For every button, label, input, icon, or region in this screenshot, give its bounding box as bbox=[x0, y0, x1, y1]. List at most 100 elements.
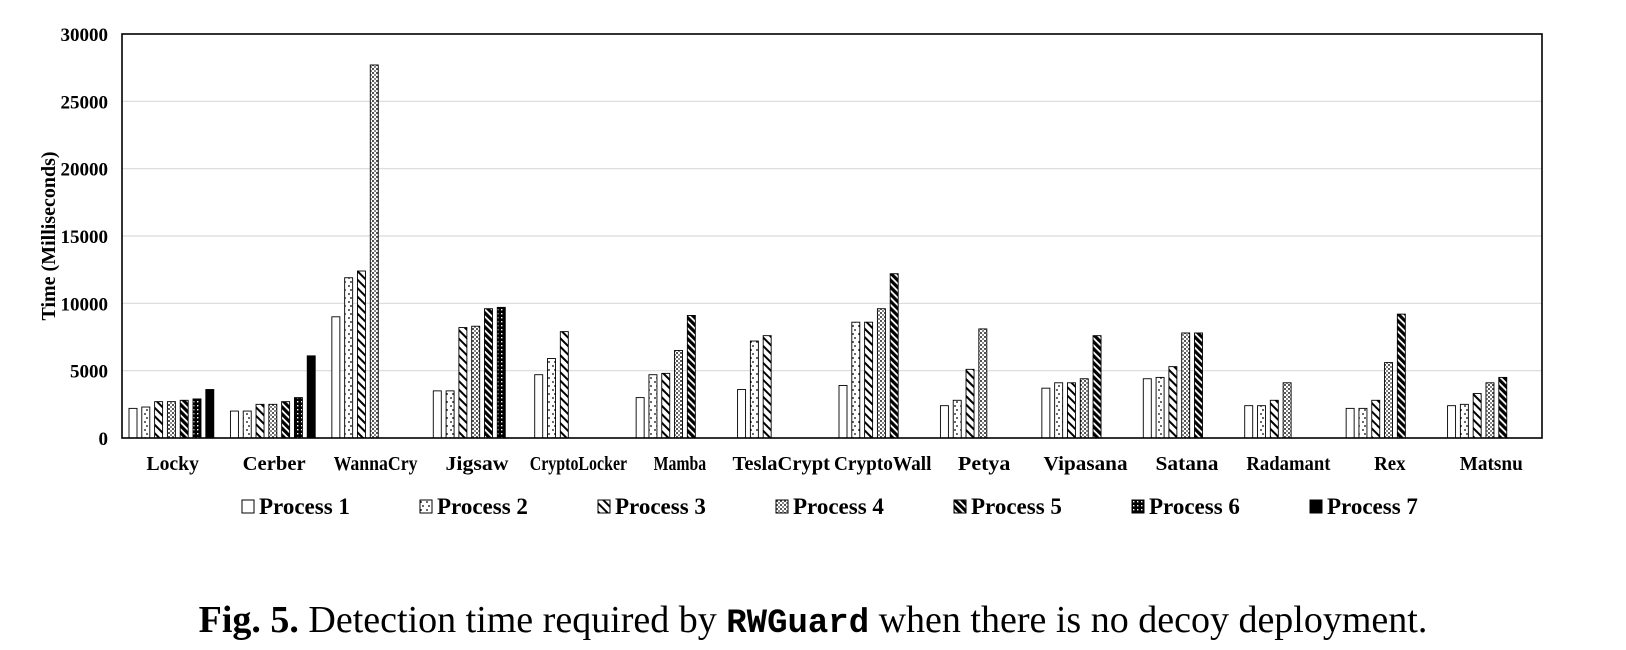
bar-rex-process-2 bbox=[1358, 407, 1368, 439]
bar-petya-process-1 bbox=[939, 405, 949, 439]
legend-swatch-process-4 bbox=[775, 499, 789, 514]
bar-jigsaw-process-6 bbox=[496, 306, 506, 439]
bar-jigsaw-process-3 bbox=[458, 327, 468, 439]
y-tick-label: 30000 bbox=[61, 25, 109, 46]
legend-swatch-process-7 bbox=[1309, 499, 1323, 514]
bar-cryptowall-process-3 bbox=[864, 321, 874, 439]
x-tick-label: WannaCry bbox=[334, 453, 418, 475]
bar-cerber-process-3 bbox=[255, 403, 265, 439]
x-tick-label: CryptoLocker bbox=[530, 453, 628, 475]
x-tick-label: Cerber bbox=[243, 453, 306, 475]
bar-locky-process-7 bbox=[205, 389, 215, 439]
legend-swatch-process-1 bbox=[241, 499, 255, 514]
bar-mamba-process-2 bbox=[648, 374, 658, 439]
legend-label-process-7: Process 7 bbox=[1327, 494, 1418, 519]
y-tick-label: 25000 bbox=[61, 92, 109, 113]
bar-cryptowall-process-4 bbox=[876, 308, 886, 439]
bar-vipasana-process-4 bbox=[1079, 378, 1089, 439]
bar-rex-process-4 bbox=[1384, 362, 1393, 439]
bar-locky-process-6 bbox=[192, 398, 202, 439]
bar-rex-process-5 bbox=[1396, 313, 1406, 439]
bar-satana-process-4 bbox=[1181, 332, 1191, 439]
x-tick-label: Jigsaw bbox=[446, 453, 510, 475]
bar-matsnu-process-5 bbox=[1498, 376, 1508, 439]
bar-satana-process-1 bbox=[1142, 378, 1152, 439]
figure-caption: Fig. 5. Detection time required by RWGua… bbox=[0, 598, 1626, 643]
bar-jigsaw-process-1 bbox=[432, 390, 442, 439]
x-tick-label: Radamant bbox=[1246, 453, 1330, 475]
bar-cryptolocker-process-3 bbox=[559, 331, 569, 439]
bar-cerber-process-1 bbox=[229, 410, 239, 439]
y-tick-label: 10000 bbox=[61, 294, 109, 315]
y-axis-label: Time (Milliseconds) bbox=[38, 151, 60, 320]
legend-label-process-1: Process 1 bbox=[259, 494, 350, 519]
legend-label-process-2: Process 2 bbox=[437, 494, 528, 519]
bar-wannacry-process-3 bbox=[357, 270, 366, 439]
bar-satana-process-3 bbox=[1168, 366, 1178, 439]
bar-locky-process-1 bbox=[128, 407, 138, 439]
y-tick-label: 0 bbox=[99, 429, 109, 450]
bar-jigsaw-process-5 bbox=[484, 308, 493, 439]
legend-swatch-process-2 bbox=[419, 499, 433, 514]
bar-cryptolocker-process-1 bbox=[534, 374, 544, 439]
bar-wannacry-process-1 bbox=[331, 316, 341, 439]
legend-label-process-6: Process 6 bbox=[1149, 494, 1240, 519]
bar-petya-process-3 bbox=[965, 368, 975, 439]
legend-swatch-process-6 bbox=[1131, 499, 1145, 514]
bar-satana-process-5 bbox=[1194, 332, 1203, 439]
bar-mamba-process-3 bbox=[661, 372, 671, 439]
caption-text-after: when there is no decoy deployment. bbox=[878, 599, 1428, 641]
y-tick-label: 5000 bbox=[70, 362, 108, 383]
y-tick-label: 20000 bbox=[61, 160, 109, 181]
legend-swatch-process-3 bbox=[597, 499, 611, 514]
bar-vipasana-process-1 bbox=[1041, 387, 1051, 439]
legend-label-process-5: Process 5 bbox=[971, 494, 1062, 519]
bar-rex-process-3 bbox=[1371, 399, 1381, 439]
caption-text-before: Detection time required by bbox=[308, 599, 717, 641]
plot-frame bbox=[121, 33, 1543, 439]
bar-wannacry-process-2 bbox=[344, 277, 354, 439]
bar-vipasana-process-3 bbox=[1067, 382, 1076, 439]
bar-mamba-process-1 bbox=[635, 397, 645, 439]
bar-radamant-process-3 bbox=[1269, 399, 1279, 439]
bar-satana-process-2 bbox=[1155, 376, 1165, 439]
bar-teslacrypt-process-3 bbox=[762, 335, 772, 439]
x-tick-label: Mamba bbox=[654, 453, 707, 475]
x-tick-label: CryptoWall bbox=[834, 453, 932, 475]
bar-cerber-process-5 bbox=[281, 401, 291, 439]
x-tick-label: Matsnu bbox=[1460, 453, 1523, 475]
x-tick-label: Rex bbox=[1374, 453, 1406, 475]
bar-teslacrypt-process-1 bbox=[737, 389, 747, 439]
bar-cerber-process-4 bbox=[268, 403, 278, 439]
caption-label: Fig. 5. bbox=[198, 599, 299, 641]
chart: Locky Cerber WannaCry Jigsaw CryptoLocker Mam… bbox=[38, 25, 1543, 519]
bar-mamba-process-5 bbox=[686, 315, 696, 439]
bar-cerber-process-6 bbox=[293, 397, 303, 439]
x-tick-label: Locky bbox=[146, 453, 199, 475]
bar-vipasana-process-5 bbox=[1092, 335, 1102, 439]
bar-cryptowall-process-5 bbox=[889, 273, 899, 439]
bar-petya-process-4 bbox=[978, 328, 988, 439]
bar-vipasana-process-2 bbox=[1054, 382, 1064, 439]
bar-locky-process-2 bbox=[141, 406, 151, 439]
caption-tool-name: RWGuard bbox=[726, 605, 870, 643]
bar-matsnu-process-1 bbox=[1447, 405, 1457, 439]
bar-locky-process-4 bbox=[166, 401, 176, 439]
bar-locky-process-3 bbox=[154, 401, 164, 439]
bar-teslacrypt-process-2 bbox=[749, 340, 759, 439]
bar-matsnu-process-2 bbox=[1459, 403, 1469, 439]
bar-matsnu-process-3 bbox=[1472, 393, 1482, 439]
bar-cerber-process-7 bbox=[306, 355, 316, 439]
bar-cryptowall-process-2 bbox=[851, 321, 861, 439]
bar-wannacry-process-4 bbox=[369, 64, 379, 439]
legend-label-process-3: Process 3 bbox=[615, 494, 706, 519]
bar-radamant-process-1 bbox=[1244, 405, 1254, 439]
legend-swatch-process-5 bbox=[953, 499, 967, 514]
x-tick-label: TeslaCrypt bbox=[733, 453, 831, 475]
bar-mamba-process-4 bbox=[674, 350, 683, 439]
x-tick-label: Satana bbox=[1156, 453, 1219, 475]
bar-petya-process-2 bbox=[952, 399, 962, 439]
y-tick-label: 15000 bbox=[61, 227, 109, 248]
bar-jigsaw-process-2 bbox=[445, 390, 455, 439]
bar-radamant-process-2 bbox=[1257, 405, 1266, 439]
